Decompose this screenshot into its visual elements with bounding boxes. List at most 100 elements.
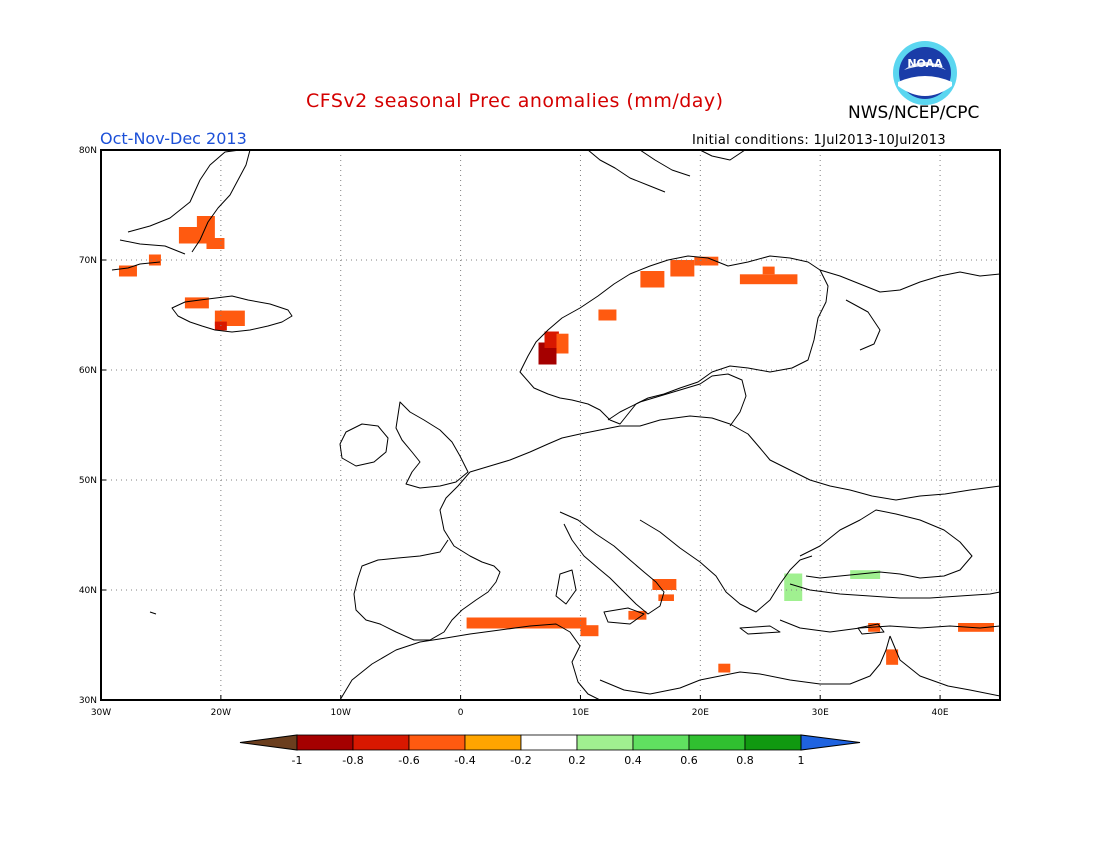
azores-dot: [149, 611, 157, 615]
y-tick-label: 70N: [79, 256, 97, 266]
cyprus-coast: [857, 623, 885, 635]
legend-label: 0.4: [624, 754, 642, 767]
france-iberia-coast: [353, 471, 501, 641]
legend-swatch: [744, 734, 802, 751]
anomaly-cell: [652, 579, 677, 590]
anomaly-cell: [886, 649, 899, 665]
colorbar-legend: -1 -0.8 -0.6 -0.4 -0.2 0.2 0.4 0.6 0.8 1: [239, 734, 861, 767]
sardinia-coast: [555, 569, 577, 605]
x-tick-label: 20E: [692, 708, 709, 718]
turkey-coast: [779, 583, 1000, 633]
anomaly-cell: [196, 216, 215, 227]
legend-swatch: [464, 734, 522, 751]
anomaly-cell: [544, 331, 559, 348]
noaa-logo: NOAA: [893, 41, 957, 105]
anomaly-cell: [598, 309, 617, 321]
anomaly-cell: [358, 584, 377, 618]
italy-coast: [559, 511, 665, 615]
anomaly-cell: [184, 297, 209, 309]
anomaly-cell: [940, 474, 965, 486]
anomaly-cell: [148, 254, 161, 266]
europe-coast: [469, 415, 1000, 501]
crete-coast: [739, 625, 781, 635]
kola-coast: [819, 269, 1000, 351]
black-sea-coast: [799, 509, 973, 579]
legend-label: -0.2: [510, 754, 531, 767]
anomaly-cell: [370, 564, 395, 574]
x-tick-label: 30E: [812, 708, 829, 718]
levant-coast: [889, 635, 1000, 697]
sicily-coast: [603, 607, 645, 625]
ireland-coast: [339, 423, 389, 467]
legend-low-arrow: [239, 734, 298, 751]
anomaly-cell: [580, 625, 599, 637]
legend-swatch: [688, 734, 746, 751]
anomaly-cell: [739, 274, 798, 285]
legend-swatch: [408, 734, 466, 751]
legend-high-arrow: [800, 734, 861, 751]
legend-label: -0.4: [454, 754, 475, 767]
anomaly-cell: [628, 610, 647, 620]
legend-label: 0.8: [736, 754, 754, 767]
x-tick-label: 30W: [91, 708, 111, 718]
anomaly-cell: [430, 441, 455, 453]
map-frame: [100, 149, 1001, 701]
anomaly-cell: [718, 663, 731, 673]
x-tick-label: 0: [458, 708, 464, 718]
anomaly-cell: [382, 593, 419, 607]
anomaly-cell: [928, 463, 1000, 475]
legend-label: -0.6: [398, 754, 419, 767]
legend-swatch: [352, 734, 410, 751]
anomaly-cell: [940, 581, 953, 590]
anomaly-cell: [466, 617, 587, 629]
svalbard-coast: [587, 150, 746, 193]
anomaly-cell: [802, 614, 815, 623]
legend-label: -0.8: [342, 754, 363, 767]
logo-text: NOAA: [907, 57, 943, 70]
legend-label: -1: [292, 754, 303, 767]
baltic-coast: [607, 373, 747, 427]
anomaly-cell: [784, 573, 803, 601]
x-tick-label: 10W: [331, 708, 351, 718]
anomaly-cell: [118, 265, 137, 277]
anomaly-cell: [814, 570, 839, 579]
anomaly-cell: [394, 614, 443, 623]
x-tick-label: 40E: [931, 708, 948, 718]
anomaly-cell: [556, 333, 569, 354]
north-africa-coast: [339, 623, 891, 700]
anomaly-cell: [178, 227, 215, 244]
scandinavia-coast: [519, 255, 829, 425]
x-tick-label: 10E: [572, 708, 589, 718]
anomaly-cell: [206, 238, 225, 249]
legend-swatch: [520, 734, 578, 751]
initial-conditions-label: Initial conditions: 1Jul2013-10Jul2013: [692, 133, 946, 148]
y-tick-label: 80N: [79, 146, 97, 156]
iceland-coast: [171, 295, 293, 333]
anomaly-cell: [1000, 280, 1012, 291]
chart-title: CFSv2 seasonal Prec anomalies (mm/day): [306, 90, 724, 112]
anomaly-cell: [658, 594, 674, 601]
legend-label: 0.2: [568, 754, 586, 767]
anomaly-cell: [436, 432, 455, 442]
y-tick-label: 60N: [79, 366, 97, 376]
legend-label: 0.6: [680, 754, 698, 767]
anomaly-cell: [880, 570, 905, 579]
agency-label: NWS/NCEP/CPC: [848, 103, 980, 123]
anomaly-cell: [778, 562, 797, 574]
anomaly-cell: [670, 260, 695, 277]
anomaly-cell: [762, 266, 775, 275]
anomaly-cell: [946, 487, 1000, 505]
y-tick-label: 30N: [79, 696, 97, 706]
legend-label: 1: [798, 754, 805, 767]
britain-coast: [395, 401, 469, 489]
anomaly-cell: [706, 150, 719, 156]
x-tick-label: 20W: [211, 708, 231, 718]
greenland-coast: [111, 150, 251, 271]
anomaly-cell: [676, 150, 773, 155]
anomaly-cell: [694, 256, 719, 266]
legend-swatch: [296, 734, 354, 751]
y-tick-label: 50N: [79, 476, 97, 486]
legend-swatch: [576, 734, 634, 751]
anomaly-cell: [640, 271, 665, 288]
